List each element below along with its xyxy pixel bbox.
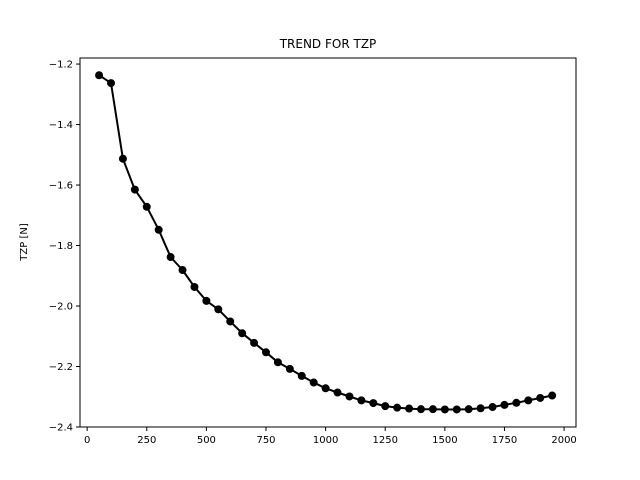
series-line: [98, 74, 553, 411]
x-tick-label: 500: [197, 435, 216, 446]
data-point: [440, 405, 449, 414]
data-point: [273, 358, 282, 367]
data-point: [464, 405, 473, 414]
data-point: [285, 364, 294, 373]
y-tick-label: −1.4: [49, 120, 73, 131]
data-point: [250, 338, 259, 347]
data-point: [536, 393, 545, 402]
data-point: [95, 71, 104, 80]
x-tick-label: 2000: [551, 435, 576, 446]
data-point: [345, 392, 354, 401]
y-tick-label: −2.2: [49, 362, 73, 373]
data-point: [297, 371, 306, 380]
data-point: [393, 403, 402, 412]
data-point: [333, 388, 342, 397]
data-point: [321, 384, 330, 393]
data-point: [476, 404, 485, 413]
y-tick-label: −1.2: [49, 60, 73, 71]
y-tick-label: −1.6: [49, 181, 73, 192]
x-tick-label: 0: [84, 435, 90, 446]
x-tick-label: 250: [137, 435, 156, 446]
data-point: [417, 405, 425, 414]
data-point: [428, 405, 437, 414]
y-axis-label: TZP [N]: [19, 223, 30, 262]
data-point: [488, 403, 497, 412]
data-point: [130, 185, 139, 194]
data-point: [107, 79, 115, 88]
data-point: [262, 348, 270, 357]
axis-ticks: 0 250 500 750 1000 1250 1500 1750 2000 −2.4 −2.2 −2…: [49, 60, 577, 446]
data-point: [154, 225, 163, 234]
data-point: [178, 266, 187, 275]
data-point: [357, 396, 366, 405]
x-tick-label: 1500: [432, 435, 457, 446]
data-point: [166, 253, 175, 262]
plot-frame: [79, 57, 577, 428]
y-tick-label: −2.0: [49, 302, 73, 313]
chart-title: TREND FOR TZP: [279, 37, 377, 51]
series-tzp: [95, 71, 557, 414]
data-point: [226, 317, 235, 326]
data-point: [548, 391, 557, 400]
x-tick-label: 1000: [313, 435, 338, 446]
y-tick-label: −2.4: [49, 423, 73, 434]
x-tick-label: 750: [256, 435, 275, 446]
data-point: [452, 405, 461, 414]
data-point: [238, 329, 247, 338]
x-tick-label: 1750: [492, 435, 517, 446]
data-point: [405, 404, 414, 413]
data-point: [309, 378, 318, 387]
data-point: [118, 154, 127, 163]
data-point: [142, 202, 151, 211]
data-point: [524, 396, 533, 405]
data-point: [500, 400, 509, 409]
data-point: [202, 296, 211, 305]
y-tick-label: −1.8: [49, 241, 73, 252]
data-point: [381, 402, 390, 411]
x-tick-label: 1250: [373, 435, 398, 446]
data-point: [369, 399, 378, 408]
data-point: [214, 305, 223, 314]
data-point: [190, 282, 199, 291]
data-point: [512, 398, 521, 407]
